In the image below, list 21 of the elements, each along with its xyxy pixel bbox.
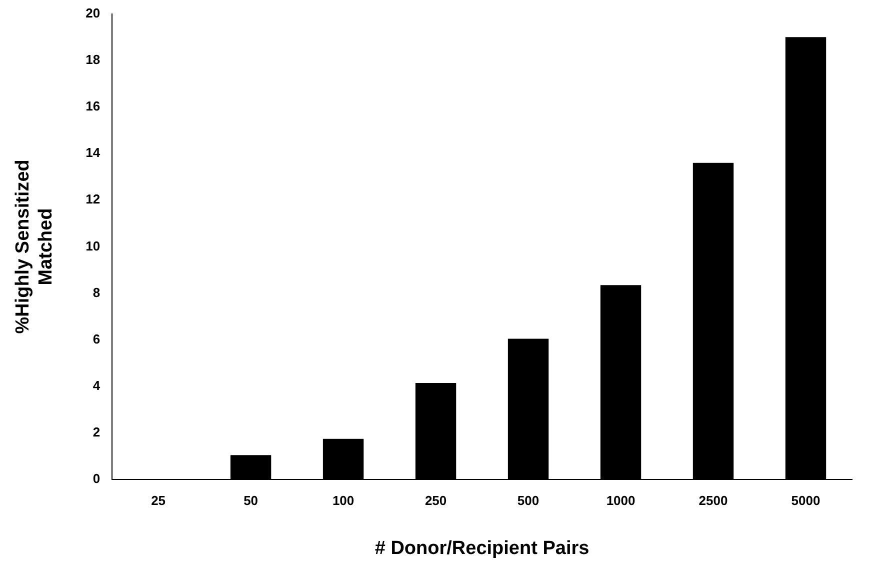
y-tick-label: 10 bbox=[86, 238, 100, 254]
x-tick-label: 25 bbox=[151, 492, 166, 508]
x-tick-label: 50 bbox=[244, 492, 258, 508]
x-tick-label: 250 bbox=[424, 492, 447, 508]
y-tick-label: 0 bbox=[92, 471, 100, 486]
y-tick-label: 16 bbox=[86, 98, 100, 114]
x-tick-label: 5000 bbox=[791, 492, 820, 508]
y-tick-label: 2 bbox=[92, 424, 100, 440]
y-tick-label: 18 bbox=[86, 52, 100, 67]
x-tick-label: 2500 bbox=[698, 492, 728, 508]
x-tick-label: 1000 bbox=[606, 492, 636, 508]
x-tick-label: 100 bbox=[332, 492, 354, 508]
y-axis-title: %Highly Sensitized Matched bbox=[12, 160, 56, 334]
y-tick-label: 20 bbox=[86, 5, 100, 20]
y-tick-label: 12 bbox=[86, 192, 100, 207]
x-axis-title: # Donor/Recipient Pairs bbox=[374, 538, 590, 559]
y-tick-label: 6 bbox=[92, 331, 100, 346]
x-tick-label: 500 bbox=[517, 492, 540, 508]
y-tick-label: 14 bbox=[86, 145, 101, 160]
y-tick-label: 8 bbox=[92, 284, 100, 300]
y-tick-label: 4 bbox=[92, 378, 101, 394]
